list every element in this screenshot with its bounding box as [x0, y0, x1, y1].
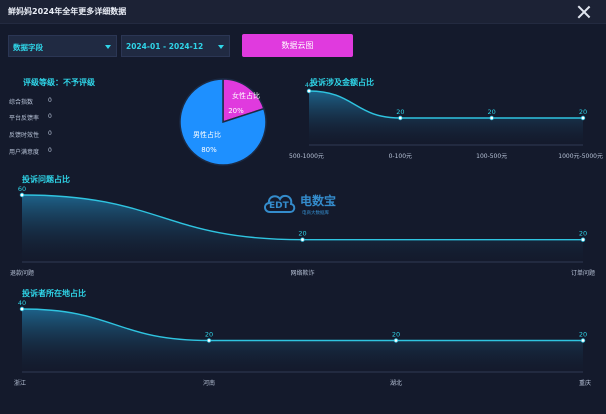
- data-point-1-1: [398, 115, 403, 121]
- data-label-2-2: 20: [579, 230, 587, 238]
- rating-title: 评级等级：不予评级: [23, 78, 95, 87]
- tick-label-1-1: 0-100元: [389, 153, 412, 160]
- pie-value-1: 80%: [201, 146, 217, 154]
- pie-value-0: 20%: [228, 107, 244, 115]
- data-point-3-2: [393, 338, 399, 343]
- data-point-1-2: [489, 115, 494, 121]
- metric-label-timeliness: 反馈时效性: [9, 132, 40, 139]
- data-label-1-3: 20: [579, 108, 587, 116]
- series-line-3: [21, 308, 583, 342]
- chevron-down-icon: [218, 45, 224, 49]
- close-icon[interactable]: [576, 4, 592, 20]
- metric-label-composite: 综合指数: [9, 99, 34, 106]
- data-point-1-3: [580, 115, 586, 121]
- tick-label-3-3: 重庆: [579, 379, 591, 387]
- pie-label-1: 男性占比: [193, 130, 221, 139]
- area-fill-1: [309, 91, 583, 145]
- window-title: 鲜妈妈2024年全年更多详细数据: [8, 7, 127, 16]
- watermark: EDT 电数宝 电商大数据库: [262, 188, 362, 224]
- tick-label-3-0: 浙江: [14, 379, 26, 387]
- watermark-logo: EDT: [269, 201, 289, 211]
- tick-label-3-2: 湖北: [390, 379, 402, 387]
- tick-label-2-1: 网络欺诈: [290, 269, 314, 277]
- data-label-3-0: 40: [18, 299, 26, 307]
- data-cloud-button[interactable]: 数据云图: [242, 34, 353, 57]
- location-chart-title: 投诉者所在地占比: [22, 289, 86, 298]
- data-point-2-1: [300, 237, 305, 242]
- tick-label-2-0: 退款问题: [10, 269, 34, 277]
- series-line-1: [308, 90, 583, 119]
- date-range-select[interactable]: 2024-01 - 2024-12: [121, 35, 230, 57]
- data-point-3-0: [19, 306, 25, 312]
- data-label-2-1: 20: [298, 230, 306, 238]
- area-fill-3: [22, 309, 583, 372]
- data-label-3-1: 20: [205, 331, 213, 339]
- metric-label-feedback-rate: 平台反馈率: [9, 115, 40, 122]
- tick-label-1-0: 500-1000元: [289, 153, 324, 160]
- issue-chart-title: 投诉问题占比: [22, 175, 70, 184]
- pie-slice-0: [222, 78, 265, 124]
- metric-value-feedback-rate: 0: [48, 113, 52, 120]
- pie-label-0: 女性占比: [232, 91, 260, 100]
- metric-value-timeliness: 0: [48, 130, 52, 137]
- watermark-name: 电数宝: [300, 194, 337, 208]
- pie-slice-1: [179, 78, 267, 166]
- data-label-1-1: 20: [396, 108, 404, 116]
- data-label-2-0: 60: [18, 185, 26, 193]
- data-point-3-3: [580, 338, 586, 343]
- metric-value-satisfaction: 0: [48, 147, 52, 154]
- field-select-value: 数据字段: [13, 43, 43, 52]
- watermark-tagline: 电商大数据库: [302, 211, 329, 216]
- data-label-3-2: 20: [392, 331, 400, 339]
- chevron-down-icon: [105, 45, 111, 49]
- metric-value-composite: 0: [48, 97, 52, 104]
- data-point-1-0: [306, 88, 312, 94]
- tick-label-1-2: 100-500元: [476, 153, 507, 160]
- data-label-1-2: 20: [488, 108, 496, 116]
- amount-chart-title: 投诉涉及金额占比: [310, 78, 374, 87]
- tick-label-3-1: 河南: [203, 379, 215, 387]
- date-range-value: 2024-01 - 2024-12: [126, 42, 204, 51]
- tick-label-1-3: 1000元-5000元: [558, 153, 603, 160]
- data-point-3-1: [206, 338, 212, 343]
- data-point-2-0: [19, 192, 25, 198]
- data-point-2-2: [580, 237, 586, 242]
- field-select[interactable]: 数据字段: [8, 35, 117, 57]
- title-bar: 鲜妈妈2024年全年更多详细数据: [0, 0, 606, 24]
- data-label-3-3: 20: [579, 331, 587, 339]
- metric-label-satisfaction: 用户满意度: [9, 149, 40, 156]
- tick-label-2-2: 订单问题: [571, 269, 595, 277]
